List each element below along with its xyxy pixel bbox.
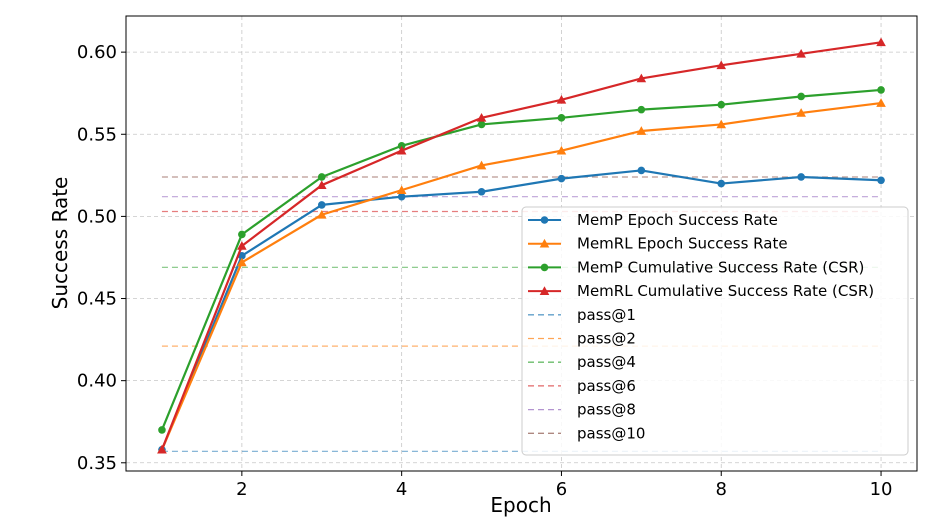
x-axis-title: Epoch	[490, 493, 551, 517]
data-point	[557, 114, 566, 122]
data-point	[556, 94, 567, 104]
data-point	[237, 257, 247, 267]
x-axis-ticks: 2 4 6 8 10	[236, 471, 892, 500]
legend-label: pass@10	[577, 424, 645, 442]
data-point	[476, 160, 487, 170]
data-point	[556, 145, 567, 155]
data-point	[316, 209, 327, 219]
y-tick-label: 0.35	[77, 453, 117, 474]
legend-marker	[539, 286, 550, 295]
legend-label: MemRL Cumulative Success Rate (CSR)	[577, 282, 874, 300]
data-point	[716, 60, 727, 70]
data-point	[157, 444, 167, 454]
data-point	[796, 108, 806, 117]
data-point	[796, 48, 806, 58]
data-point	[477, 120, 486, 129]
legend-label: pass@6	[577, 377, 636, 395]
legend: MemP Epoch Success Rate MemRL Epoch Succe…	[521, 206, 909, 456]
legend-label: pass@4	[577, 353, 636, 371]
y-tick-label: 0.60	[77, 42, 117, 63]
x-tick-label: 2	[236, 479, 247, 500]
data-point	[797, 173, 805, 181]
data-point	[317, 201, 326, 209]
series-line-3	[160, 41, 882, 451]
legend-label: pass@1	[577, 306, 636, 324]
data-point	[876, 98, 886, 107]
data-point	[717, 100, 726, 109]
y-tick-label: 0.50	[77, 206, 117, 227]
data-point	[877, 86, 885, 94]
legend-label: pass@2	[577, 330, 636, 348]
data-point	[876, 37, 886, 47]
data-point	[396, 185, 407, 194]
data-point	[636, 126, 647, 135]
legend-frame	[521, 206, 909, 456]
legend-label: MemP Epoch Success Rate	[577, 211, 778, 229]
x-tick-label: 6	[556, 479, 567, 500]
series-line-2	[160, 88, 882, 431]
x-tick-label: 10	[870, 479, 893, 500]
data-point	[158, 426, 166, 434]
y-axis-title: Success Rate	[48, 177, 72, 310]
legend-marker	[539, 238, 550, 248]
legend-marker	[540, 216, 549, 224]
data-point	[238, 252, 246, 260]
data-point	[397, 192, 406, 201]
series-line-1	[160, 101, 882, 451]
data-point	[717, 179, 726, 188]
data-point	[237, 241, 247, 250]
data-point	[316, 180, 327, 190]
y-tick-label: 0.40	[77, 371, 117, 392]
y-tick-label: 0.45	[77, 289, 117, 310]
data-point	[716, 119, 727, 129]
y-axis-ticks: 0.35 0.40 0.45 0.50 0.55 0.60	[77, 42, 126, 474]
x-tick-label: 8	[716, 479, 727, 500]
data-point	[877, 176, 885, 185]
legend-label: pass@8	[577, 401, 636, 419]
data-point	[637, 105, 646, 114]
legend-label: MemP Cumulative Success Rate (CSR)	[577, 258, 864, 276]
data-point	[476, 113, 487, 122]
y-tick-label: 0.55	[77, 124, 117, 145]
plot-frame	[125, 15, 918, 472]
data-point	[477, 187, 486, 196]
data-point	[636, 73, 647, 83]
legend-marker	[540, 263, 549, 272]
data-point	[317, 173, 326, 181]
data-point	[397, 141, 406, 150]
series-line-0	[160, 169, 882, 451]
data-point	[396, 145, 407, 155]
legend-label: MemRL Epoch Success Rate	[577, 235, 788, 253]
data-point	[557, 174, 566, 183]
data-point	[238, 230, 246, 239]
data-point	[797, 92, 805, 101]
x-tick-label: 4	[396, 479, 407, 500]
data-point	[637, 166, 646, 175]
series-lines	[157, 37, 886, 454]
